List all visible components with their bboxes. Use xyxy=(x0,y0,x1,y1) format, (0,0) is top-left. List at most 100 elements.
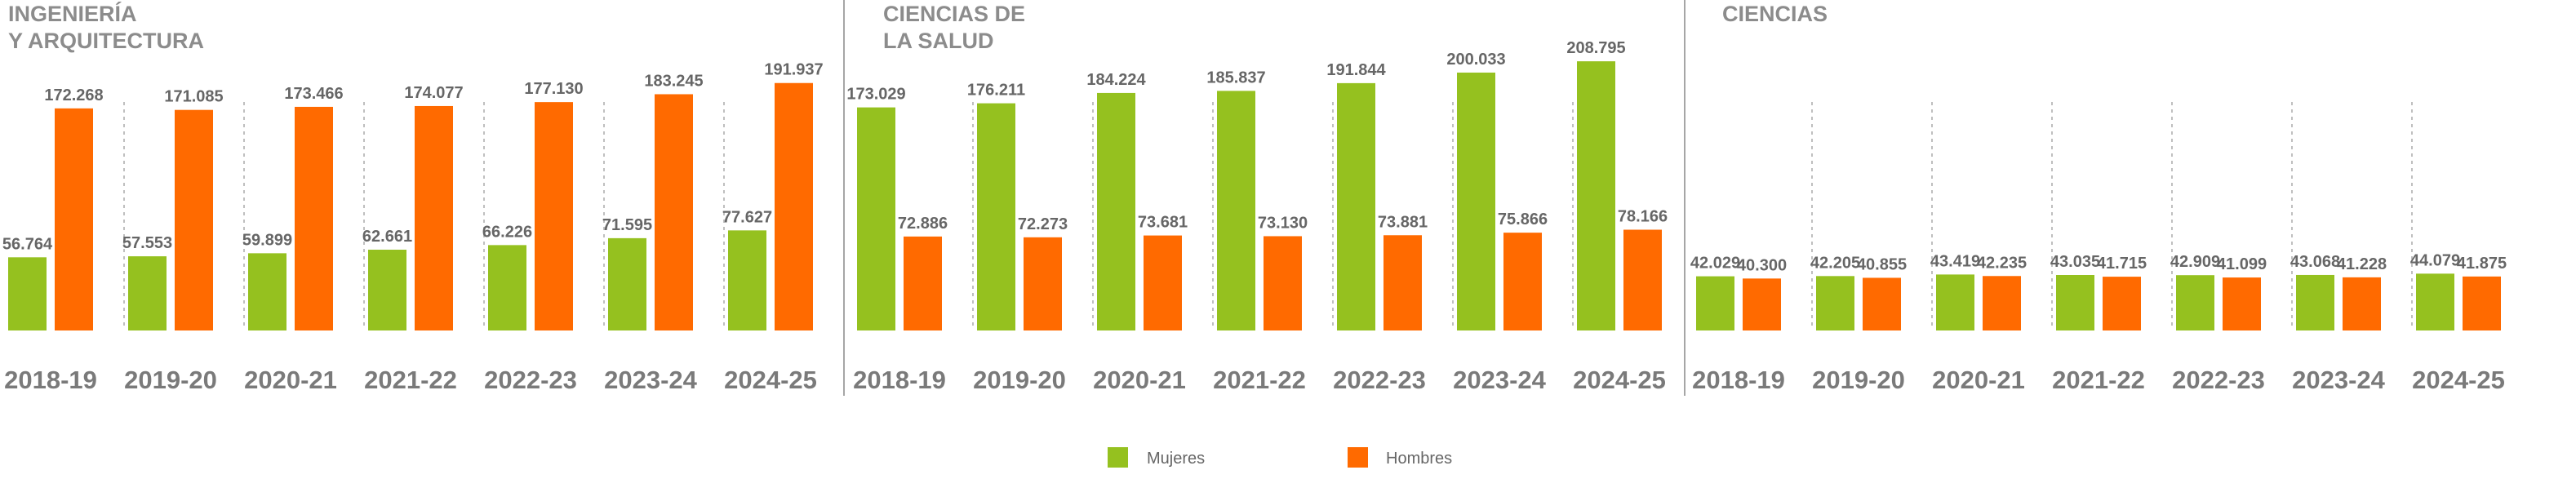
x-tick-label: 2021-22 xyxy=(2052,366,2145,394)
x-tick-label: 2021-22 xyxy=(364,366,457,394)
data-label-mujeres: 42.029 xyxy=(1690,255,1740,273)
panel-title-line-2: Y ARQUITECTURA xyxy=(8,29,204,53)
bar-mujeres xyxy=(248,253,286,330)
data-label-hombres: 40.300 xyxy=(1737,256,1787,274)
x-tick-label: 2019-20 xyxy=(1812,366,1905,394)
data-label-mujeres: 43.419 xyxy=(1930,252,1980,270)
data-label-hombres: 41.715 xyxy=(2097,255,2147,273)
bar-mujeres xyxy=(368,249,406,330)
data-label-mujeres: 71.595 xyxy=(602,216,652,234)
data-label-mujeres: 208.795 xyxy=(1566,39,1625,57)
x-tick-label: 2023-24 xyxy=(604,366,698,394)
bar-hombres xyxy=(1503,233,1542,330)
bar-mujeres xyxy=(128,256,167,330)
bar-hombres xyxy=(1743,278,1781,330)
bar-hombres xyxy=(655,94,693,330)
data-label-hombres: 78.166 xyxy=(1618,207,1668,225)
data-label-mujeres: 43.035 xyxy=(2050,253,2100,271)
data-label-mujeres: 77.627 xyxy=(722,208,772,226)
x-tick-label: 2023-24 xyxy=(2292,366,2386,394)
data-label-hombres: 172.268 xyxy=(44,86,103,104)
x-tick-label: 2023-24 xyxy=(1453,366,1547,394)
bar-mujeres xyxy=(857,107,895,330)
data-label-hombres: 72.886 xyxy=(898,215,948,233)
data-label-hombres: 75.866 xyxy=(1498,211,1548,228)
x-tick-label: 2022-23 xyxy=(1333,366,1426,394)
data-label-mujeres: 176.211 xyxy=(967,82,1025,100)
data-label-hombres: 73.681 xyxy=(1138,214,1188,232)
x-tick-label: 2024-25 xyxy=(2412,366,2505,394)
bar-mujeres xyxy=(608,237,646,330)
data-label-mujeres: 191.844 xyxy=(1326,61,1386,79)
x-tick-label: 2024-25 xyxy=(724,366,817,394)
bar-hombres xyxy=(2103,277,2141,330)
data-label-hombres: 171.085 xyxy=(164,88,223,106)
bar-hombres xyxy=(55,108,93,330)
x-tick-label: 2024-25 xyxy=(1573,366,1666,394)
data-label-hombres: 40.855 xyxy=(1857,255,1907,273)
bar-mujeres xyxy=(977,103,1015,331)
bar-mujeres xyxy=(1816,276,1854,330)
data-label-mujeres: 184.224 xyxy=(1086,71,1146,89)
data-label-mujeres: 200.033 xyxy=(1446,51,1505,69)
data-label-hombres: 73.881 xyxy=(1378,213,1428,231)
panel-title-line-2: LA SALUD xyxy=(883,29,994,53)
bar-hombres xyxy=(2223,277,2261,330)
x-tick-label: 2020-21 xyxy=(244,366,337,394)
data-label-mujeres: 62.661 xyxy=(362,228,412,246)
data-label-hombres: 191.937 xyxy=(764,61,823,79)
bar-hombres xyxy=(904,236,942,330)
chart-panels: INGENIERÍA Y ARQUITECTURA 56.764 172.268 201… xyxy=(2,0,2507,396)
x-tick-label: 2019-20 xyxy=(124,366,217,394)
bar-hombres xyxy=(1383,235,1422,330)
bar-mujeres xyxy=(2056,275,2094,330)
x-tick-label: 2019-20 xyxy=(973,366,1066,394)
bar-mujeres xyxy=(1936,274,1974,330)
data-label-hombres: 183.245 xyxy=(644,72,703,90)
bar-hombres xyxy=(535,102,573,331)
legend-swatch-hombres xyxy=(1348,447,1368,468)
data-label-hombres: 72.273 xyxy=(1018,215,1068,233)
bar-hombres xyxy=(775,82,813,331)
x-tick-label: 2022-23 xyxy=(2172,366,2265,394)
data-label-hombres: 177.130 xyxy=(524,80,583,98)
bar-mujeres xyxy=(1097,92,1135,330)
x-tick-label: 2020-21 xyxy=(1093,366,1186,394)
bar-mujeres xyxy=(1577,61,1615,331)
bar-mujeres xyxy=(2416,273,2454,330)
bar-mujeres xyxy=(1217,91,1255,331)
x-tick-label: 2020-21 xyxy=(1932,366,2025,394)
x-tick-label: 2018-19 xyxy=(4,366,97,394)
bar-mujeres xyxy=(488,245,526,330)
data-label-mujeres: 185.837 xyxy=(1206,69,1265,86)
data-label-mujeres: 56.764 xyxy=(2,235,53,253)
x-tick-label: 2021-22 xyxy=(1213,366,1306,394)
bar-mujeres xyxy=(1457,72,1495,330)
x-tick-label: 2022-23 xyxy=(484,366,577,394)
bar-hombres xyxy=(175,109,213,330)
data-label-mujeres: 43.068 xyxy=(2290,253,2340,271)
data-label-hombres: 41.875 xyxy=(2457,255,2507,273)
data-label-hombres: 42.235 xyxy=(1977,254,2027,272)
x-tick-label: 2018-19 xyxy=(853,366,946,394)
legend: Mujeres Hombres xyxy=(1108,447,1452,468)
bar-mujeres xyxy=(728,230,766,330)
legend-swatch-mujeres xyxy=(1108,447,1128,468)
data-label-hombres: 41.228 xyxy=(2337,255,2387,273)
chart-panel-2: CIENCIAS DE LA SALUD 173.029 72.886 2018-19 1… xyxy=(846,2,1668,394)
data-label-mujeres: 42.909 xyxy=(2170,253,2220,271)
bar-hombres xyxy=(2343,277,2381,330)
bar-hombres xyxy=(1863,277,1901,330)
data-label-mujeres: 42.205 xyxy=(1810,254,1860,272)
bar-hombres xyxy=(2463,276,2501,330)
data-label-hombres: 174.077 xyxy=(404,84,463,102)
panel-title-line-1: CIENCIAS DE xyxy=(883,2,1025,26)
panel-title-line-1: CIENCIAS xyxy=(1722,2,1828,26)
bar-mujeres xyxy=(1696,276,1734,330)
legend-label-mujeres: Mujeres xyxy=(1147,450,1205,468)
bar-hombres xyxy=(1264,236,1302,330)
bar-mujeres xyxy=(2296,274,2334,330)
bar-hombres xyxy=(295,106,333,331)
